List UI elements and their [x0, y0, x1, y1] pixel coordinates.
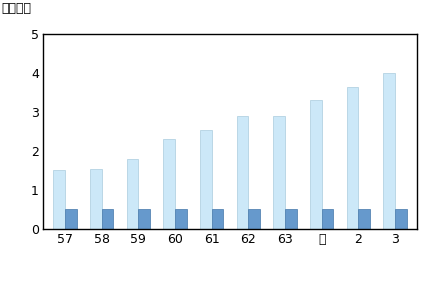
Bar	[126, 159, 138, 229]
Bar	[237, 116, 249, 229]
Bar	[200, 130, 212, 229]
Bar	[101, 209, 114, 229]
Bar	[285, 209, 297, 229]
Bar	[273, 116, 285, 229]
Bar	[347, 87, 359, 229]
Bar	[322, 209, 334, 229]
Bar	[163, 138, 175, 229]
Bar	[53, 170, 65, 229]
Bar	[359, 209, 370, 229]
Bar	[249, 209, 260, 229]
Bar	[175, 209, 187, 229]
Bar	[138, 209, 150, 229]
Bar	[90, 168, 101, 229]
Bar	[310, 100, 322, 229]
Bar	[395, 209, 407, 229]
Text: 単位・千: 単位・千	[1, 2, 31, 15]
Bar	[65, 209, 77, 229]
Bar	[212, 209, 224, 229]
Bar	[384, 73, 395, 229]
